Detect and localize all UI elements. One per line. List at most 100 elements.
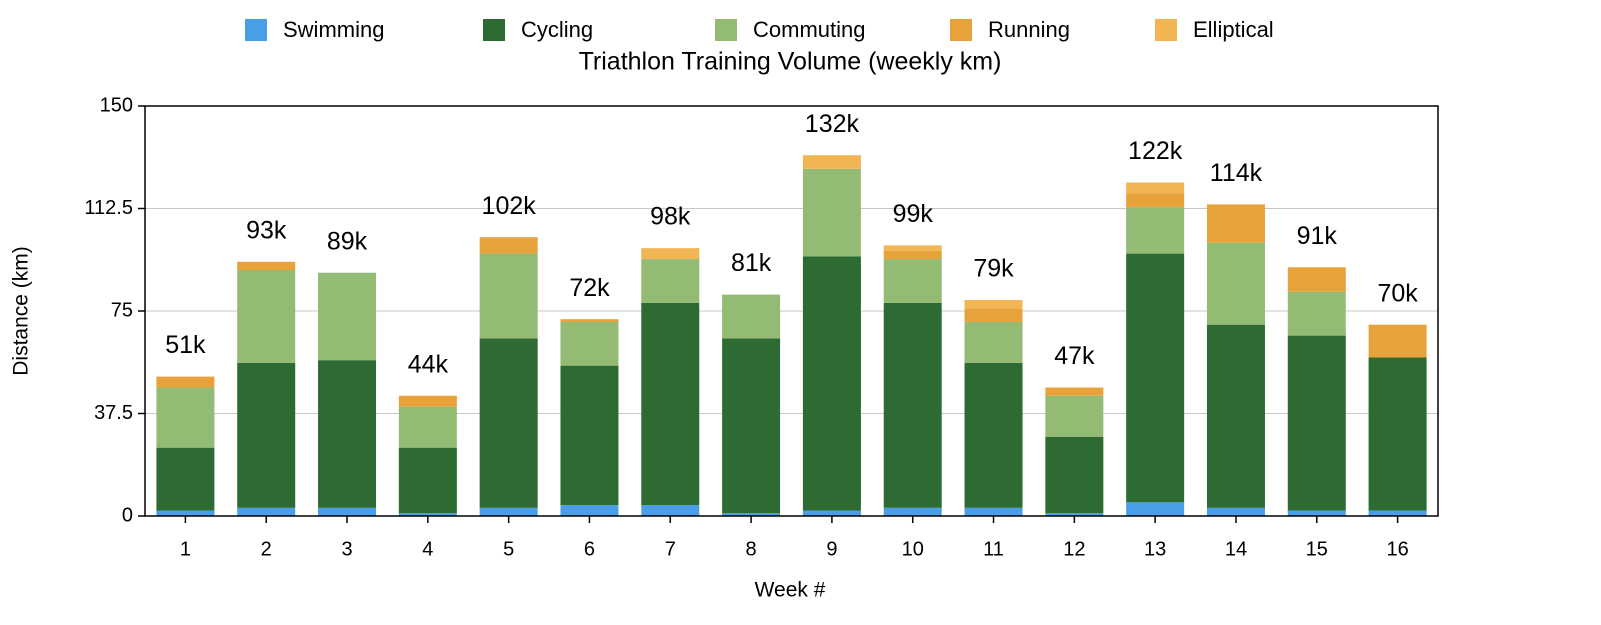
total-label: 91k: [1297, 222, 1338, 250]
bar-segment: [1045, 436, 1104, 514]
bar-segment: [883, 302, 942, 508]
legend-swatch: [715, 19, 737, 41]
bar-segment: [398, 447, 457, 514]
bar-segment: [398, 513, 457, 516]
bar-segment: [398, 406, 457, 448]
x-tick-label: 3: [341, 538, 352, 560]
bar-segment: [722, 294, 781, 339]
total-label: 114k: [1210, 159, 1263, 187]
legend-swatch: [1155, 19, 1177, 41]
bar-segment: [883, 245, 942, 251]
bar-segment: [1206, 324, 1265, 508]
bar-segment: [964, 507, 1023, 516]
y-tick-label: 150: [100, 94, 133, 116]
bar-segment: [237, 362, 296, 508]
legend-swatch: [245, 19, 267, 41]
x-tick-label: 12: [1063, 538, 1085, 560]
y-tick-label: 75: [111, 299, 133, 321]
bar-segment: [1206, 242, 1265, 325]
x-tick-label: 15: [1306, 538, 1328, 560]
x-tick-label: 10: [902, 538, 924, 560]
bar-segment: [156, 387, 215, 448]
bar-segment: [1368, 510, 1427, 516]
bar-segment: [1287, 267, 1346, 292]
bar-segment: [318, 360, 377, 508]
bar-segment: [479, 507, 538, 516]
bar-segment: [479, 237, 538, 254]
legend-label: Swimming: [283, 17, 384, 42]
legend-label: Elliptical: [1193, 17, 1274, 42]
bar-segment: [1126, 182, 1185, 194]
bar-segment: [883, 250, 942, 260]
bar-segment: [641, 505, 700, 516]
bar-segment: [560, 505, 619, 516]
bar-segment: [802, 510, 861, 516]
bar-segment: [237, 507, 296, 516]
bar-segment: [802, 256, 861, 511]
x-tick-label: 5: [503, 538, 514, 560]
bar-segment: [398, 395, 457, 407]
total-label: 47k: [1054, 342, 1095, 370]
total-label: 99k: [893, 200, 934, 228]
bar-segment: [1287, 335, 1346, 511]
bar-segment: [1045, 395, 1104, 437]
bar-segment: [560, 319, 619, 322]
total-label: 79k: [973, 255, 1014, 283]
bar-segment: [156, 376, 215, 388]
y-axis-label: Distance (km): [10, 246, 33, 376]
bar-segment: [237, 270, 296, 363]
bar-segment: [1368, 357, 1427, 511]
total-label: 81k: [731, 249, 772, 277]
bar-segment: [1126, 207, 1185, 254]
total-label: 89k: [327, 227, 368, 255]
total-label: 72k: [569, 274, 610, 302]
bar-segment: [1045, 387, 1104, 396]
bar-segment: [964, 321, 1023, 363]
x-tick-label: 11: [983, 538, 1004, 560]
bar-segment: [1368, 324, 1427, 358]
bar-segment: [479, 253, 538, 339]
bar-segment: [964, 308, 1023, 322]
bar-segment: [802, 155, 861, 169]
bar-segment: [641, 259, 700, 303]
x-tick-label: 8: [746, 538, 757, 560]
total-label: 51k: [165, 331, 206, 359]
bar-segment: [722, 513, 781, 516]
bar-segment: [1045, 513, 1104, 516]
bar-segment: [318, 507, 377, 516]
x-tick-label: 7: [665, 538, 676, 560]
bar-segment: [318, 272, 377, 361]
bar-segment: [479, 338, 538, 508]
x-tick-label: 1: [180, 538, 191, 560]
bar-segment: [1287, 510, 1346, 516]
legend-label: Commuting: [753, 17, 865, 42]
x-tick-label: 2: [261, 538, 272, 560]
bar-segment: [964, 300, 1023, 309]
legend-label: Running: [988, 17, 1070, 42]
bar-segment: [802, 168, 861, 257]
bar-segment: [1206, 507, 1265, 516]
bar-segment: [1126, 502, 1185, 516]
x-tick-label: 6: [584, 538, 595, 560]
y-tick-label: 112.5: [84, 197, 133, 219]
x-tick-label: 16: [1386, 538, 1408, 560]
bar-segment: [883, 507, 942, 516]
bar-segment: [560, 365, 619, 506]
bar-segment: [883, 259, 942, 303]
legend-swatch: [950, 19, 972, 41]
x-tick-label: 14: [1225, 538, 1247, 560]
y-tick-label: 0: [122, 504, 133, 526]
bar-segment: [156, 447, 215, 511]
legend-label: Cycling: [521, 17, 593, 42]
bar-segment: [1206, 204, 1265, 243]
total-label: 44k: [408, 350, 449, 378]
bar-segment: [1126, 193, 1185, 208]
total-label: 122k: [1128, 137, 1183, 165]
bar-segment: [1287, 291, 1346, 336]
total-label: 132k: [805, 110, 860, 138]
plot-frame: [144, 105, 1439, 517]
total-label: 98k: [650, 203, 691, 231]
bar-segment: [722, 338, 781, 514]
legend-swatch: [483, 19, 505, 41]
